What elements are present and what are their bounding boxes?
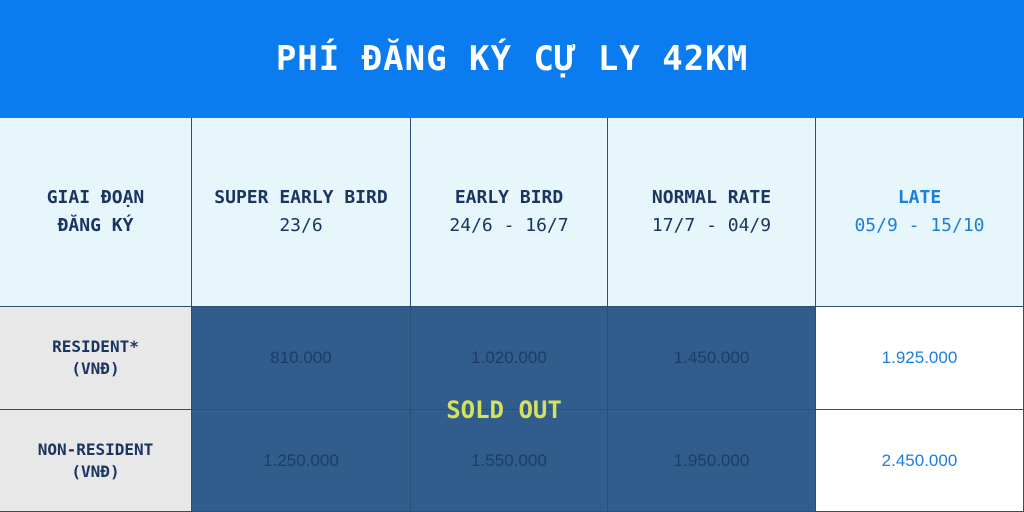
price-cell: 810.000 bbox=[192, 307, 411, 410]
column-name: NORMAL RATE bbox=[651, 187, 772, 208]
column-dates: 23/6 bbox=[279, 215, 323, 236]
price-cell: 1.550.000 bbox=[411, 410, 608, 512]
column-dates: 17/7 - 04/9 bbox=[651, 215, 772, 236]
row-label-text: (VNĐ) bbox=[71, 461, 120, 481]
row-label: NON-RESIDENT (VNĐ) bbox=[0, 410, 192, 512]
header-cell: LATE 05/9 - 15/10 bbox=[816, 118, 1024, 307]
price-cell: 2.450.000 bbox=[816, 410, 1024, 512]
sold-out-label: SOLD OUT bbox=[446, 396, 562, 424]
price-cell: 1.925.000 bbox=[816, 307, 1024, 410]
row-label-text: NON-RESIDENT bbox=[37, 439, 154, 459]
column-name: EARLY BIRD bbox=[454, 187, 564, 208]
header-cell: NORMAL RATE 17/7 - 04/9 bbox=[608, 118, 816, 307]
header-cell: SUPER EARLY BIRD 23/6 bbox=[192, 118, 411, 307]
column-name: LATE bbox=[897, 187, 942, 208]
row-label-text: RESIDENT* bbox=[52, 337, 139, 356]
column-name: SUPER EARLY BIRD bbox=[214, 187, 388, 208]
header-cell: GIAI ĐOẠN ĐĂNG KÝ bbox=[0, 118, 192, 307]
title: PHÍ ĐĂNG KÝ CỰ LY 42KM bbox=[0, 0, 1024, 118]
column-dates: 05/9 - 15/10 bbox=[854, 215, 985, 236]
row-label-text: (VNĐ) bbox=[71, 359, 120, 378]
price-cell: 1.250.000 bbox=[192, 410, 411, 512]
column-dates: 24/6 - 16/7 bbox=[449, 215, 569, 236]
price-cell: 1.450.000 bbox=[608, 307, 816, 410]
price-cell: 1.020.000 bbox=[411, 307, 608, 410]
header-text: ĐĂNG KÝ bbox=[57, 215, 134, 236]
header-text: GIAI ĐOẠN bbox=[46, 187, 145, 208]
header-cell: EARLY BIRD 24/6 - 16/7 bbox=[411, 118, 608, 307]
row-label: RESIDENT* (VNĐ) bbox=[0, 307, 192, 410]
